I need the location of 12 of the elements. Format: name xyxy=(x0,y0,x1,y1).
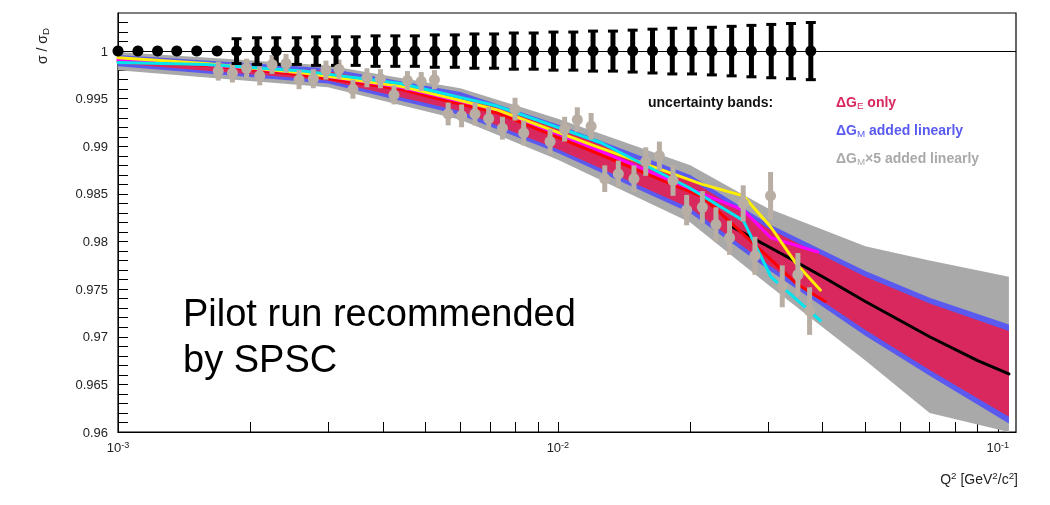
y-tick-label: 0.995 xyxy=(75,91,108,107)
legend-title: uncertainty bands: xyxy=(648,94,774,110)
y-tick-label: 0.99 xyxy=(82,138,108,154)
y-tick-label: 0.975 xyxy=(75,281,108,297)
y-tick-label: 0.965 xyxy=(75,376,108,392)
y-tick-label: 0.96 xyxy=(82,424,108,440)
y-tick-label: 1 xyxy=(100,43,108,59)
y-tick-label: 0.985 xyxy=(75,186,108,202)
y-tick-label: 0.98 xyxy=(82,234,108,250)
y-tick-label: 0.97 xyxy=(82,329,108,345)
y-axis-title: σ / σD xyxy=(34,27,51,65)
annotation: Pilot run recommended by SPSC xyxy=(183,292,587,380)
